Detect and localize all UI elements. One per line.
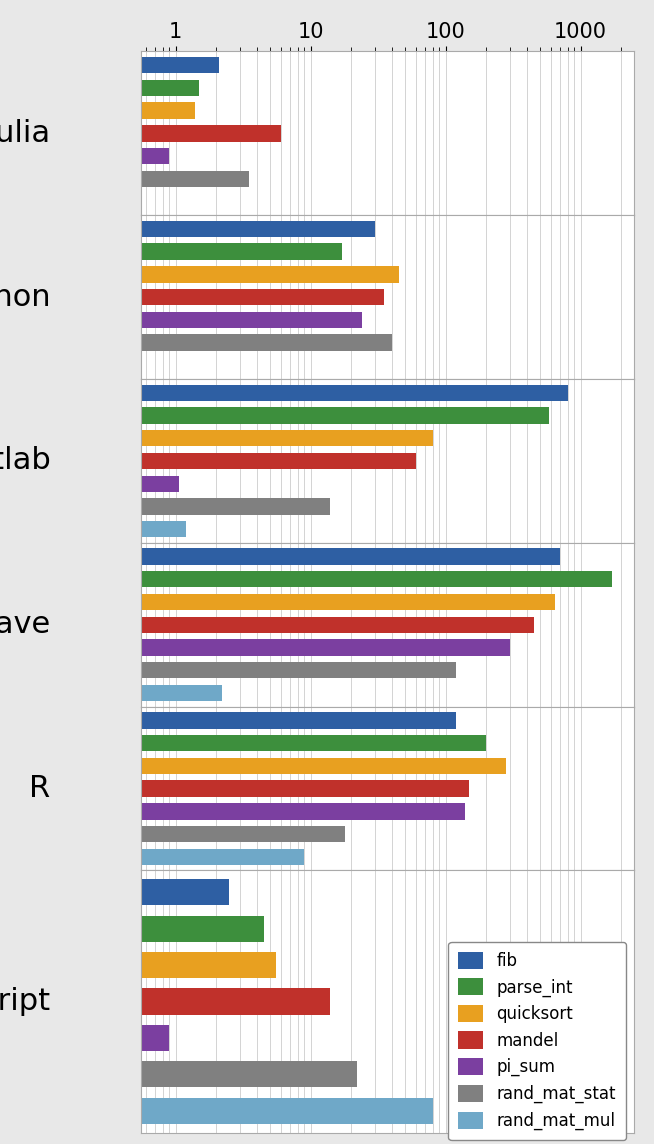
Bar [0, 357, 141, 374]
Bar [0, 734, 487, 752]
Bar [0, 594, 555, 610]
Bar [0, 952, 275, 978]
Bar [0, 757, 506, 774]
Bar [0, 334, 392, 351]
Y-axis label: Julia: Julia [0, 119, 50, 148]
Bar [0, 1097, 432, 1123]
Bar [0, 267, 399, 283]
Bar [0, 803, 466, 819]
Bar [0, 849, 305, 865]
Bar [0, 103, 196, 119]
Bar [0, 289, 384, 305]
Bar [0, 617, 534, 633]
Bar [0, 170, 249, 188]
Y-axis label: Matlab: Matlab [0, 446, 50, 476]
Bar [0, 148, 169, 165]
Bar [0, 80, 199, 96]
Bar [0, 662, 456, 678]
Bar [0, 571, 611, 588]
Bar [0, 453, 416, 469]
Bar [0, 384, 568, 400]
Bar [0, 57, 219, 73]
Bar [0, 988, 330, 1015]
Legend: fib, parse_int, quicksort, mandel, pi_sum, rand_mat_stat, rand_mat_mul: fib, parse_int, quicksort, mandel, pi_su… [448, 942, 626, 1139]
Bar [0, 499, 330, 515]
Bar [0, 915, 264, 942]
Bar [0, 780, 470, 796]
Bar [0, 1062, 357, 1088]
Bar [0, 548, 560, 565]
Bar [0, 685, 222, 701]
Bar [0, 521, 186, 538]
Bar [0, 712, 456, 729]
Bar [0, 476, 179, 492]
Y-axis label: JavaScript: JavaScript [0, 987, 50, 1016]
Bar [0, 312, 362, 328]
Bar [0, 639, 510, 656]
Bar [0, 826, 345, 842]
Y-axis label: Python: Python [0, 283, 50, 311]
Bar [0, 407, 549, 423]
Bar [0, 430, 432, 446]
Bar [0, 125, 281, 142]
Bar [0, 880, 230, 905]
Bar [0, 1025, 169, 1051]
Y-axis label: Octave: Octave [0, 610, 50, 639]
Y-axis label: R: R [29, 774, 50, 803]
Bar [0, 221, 375, 237]
Bar [0, 193, 135, 209]
Bar [0, 244, 342, 260]
